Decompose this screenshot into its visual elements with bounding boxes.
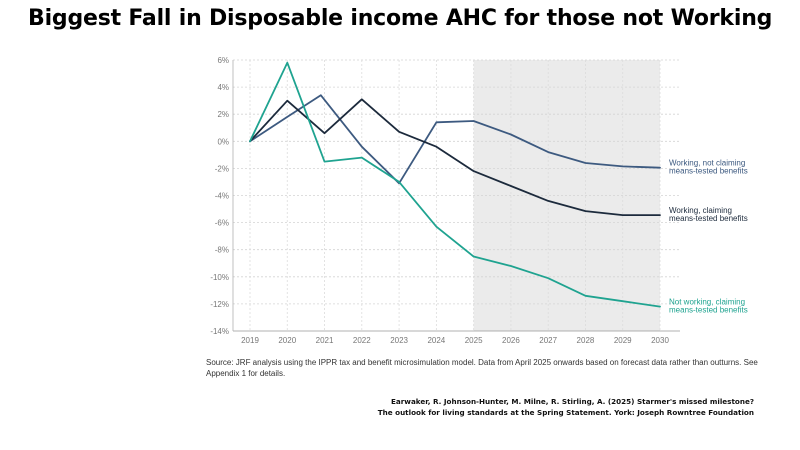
series-label-3-line-1: Not working, claiming	[669, 298, 745, 307]
series-label-1-line-1: Working, not claiming	[669, 159, 745, 168]
axes: 6% 4% 2% 0% -2% -4% -6% -8% -10% -12% -14% 2019 2020…	[210, 56, 669, 345]
x-tick-label: 2029	[614, 336, 632, 345]
y-tick-label: -2%	[215, 164, 229, 173]
x-tick-label: 2022	[353, 336, 371, 345]
chart-title: Biggest Fall in Disposable income AHC fo…	[28, 6, 773, 31]
x-tick-label: 2030	[651, 336, 669, 345]
citation: Earwaker, R. Johnson-Hunter, M. Milne, R…	[378, 396, 754, 418]
x-tick-label: 2025	[465, 336, 483, 345]
y-tick-label: -12%	[210, 300, 229, 309]
y-tick-label: -4%	[215, 192, 229, 201]
citation-line-1: Earwaker, R. Johnson-Hunter, M. Milne, R…	[391, 397, 754, 406]
series-label-3-line-2: means-tested benefits	[669, 306, 748, 315]
series-label-2-line-2: means-tested benefits	[669, 214, 748, 223]
y-tick-label: -10%	[210, 273, 229, 282]
series-line-2	[249, 98, 661, 216]
gridlines	[233, 59, 680, 332]
x-tick-label: 2027	[539, 336, 557, 345]
y-tick-label: 4%	[217, 83, 229, 92]
x-tick-label: 2026	[502, 336, 520, 345]
x-tick-label: 2019	[241, 336, 259, 345]
y-tick-label: -6%	[215, 219, 229, 228]
x-tick-label: 2020	[278, 336, 296, 345]
y-tick-label: 0%	[217, 137, 229, 146]
x-tick-label: 2023	[390, 336, 408, 345]
y-tick-label: 6%	[217, 56, 229, 65]
y-tick-label: 2%	[217, 110, 229, 119]
series-label-2-line-1: Working, claiming	[669, 206, 732, 215]
series-line-1	[249, 94, 661, 185]
x-tick-label: 2024	[427, 336, 445, 345]
series-label-1-line-2: means-tested benefits	[669, 167, 748, 176]
series-line-3	[249, 61, 661, 308]
x-tick-label: 2028	[577, 336, 595, 345]
x-tick-label: 2021	[316, 336, 334, 345]
source-note: Source: JRF analysis using the IPPR tax …	[206, 358, 758, 378]
citation-line-2: The outlook for living standards at the …	[377, 408, 754, 417]
y-tick-label: -8%	[215, 246, 229, 255]
series-lines	[249, 61, 661, 308]
y-tick-label: -14%	[210, 327, 229, 336]
